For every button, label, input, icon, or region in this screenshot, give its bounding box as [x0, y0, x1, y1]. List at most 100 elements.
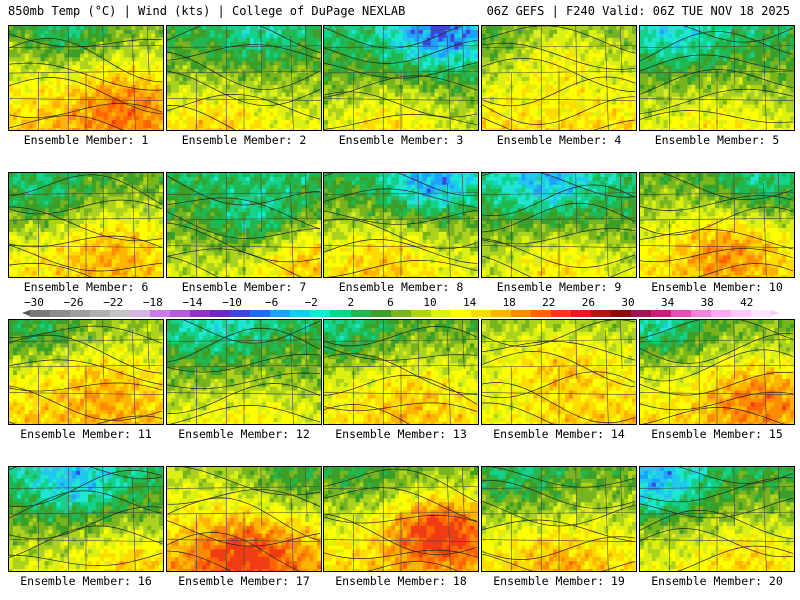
- temp-cell: [80, 41, 85, 47]
- temp-cell: [553, 61, 558, 66]
- temp-cell: [343, 49, 349, 54]
- temp-cell: [178, 49, 184, 54]
- temp-cell: [383, 69, 388, 74]
- temp-cell: [572, 69, 578, 74]
- temp-cell: [56, 84, 61, 90]
- temp-cell: [367, 61, 372, 66]
- temp-cell: [44, 41, 49, 47]
- temp-cell: [513, 124, 519, 129]
- temp-cell: [474, 49, 478, 54]
- temp-cell: [560, 92, 566, 98]
- temp-cell: [80, 128, 85, 130]
- temp-cell: [584, 41, 590, 47]
- temp-cell: [746, 49, 752, 54]
- temp-cell: [123, 77, 128, 82]
- temp-cell: [91, 108, 97, 113]
- temp-cell: [430, 100, 436, 105]
- temp-cell: [52, 80, 57, 86]
- temp-cell: [790, 88, 794, 94]
- temp-cell: [438, 73, 443, 78]
- temp-cell: [245, 112, 251, 117]
- temp-cell: [537, 104, 542, 109]
- temp-cell: [28, 29, 34, 35]
- temp-cell: [226, 26, 231, 31]
- temp-cell: [20, 65, 26, 70]
- temp-cell: [285, 26, 290, 31]
- temp-cell: [624, 80, 629, 86]
- temp-cell: [588, 88, 594, 94]
- temp-cell: [226, 104, 231, 109]
- temp-cell: [572, 108, 578, 113]
- temp-cell: [446, 49, 451, 54]
- temp-cell: [434, 88, 440, 94]
- temp-cell: [24, 92, 30, 98]
- temp-cell: [139, 84, 144, 90]
- temp-cell: [234, 96, 239, 102]
- temp-cell: [182, 49, 188, 54]
- temp-cell: [482, 88, 487, 94]
- temp-cell: [52, 108, 57, 113]
- temp-cell: [281, 45, 286, 51]
- temp-cell: [99, 80, 105, 86]
- temp-cell: [572, 33, 578, 39]
- temp-cell: [167, 80, 172, 86]
- temp-cell: [363, 45, 368, 51]
- temp-cell: [257, 92, 263, 98]
- temp-cell: [347, 80, 353, 86]
- temp-cell: [309, 112, 314, 117]
- temp-cell: [343, 69, 349, 74]
- temp-cell: [667, 41, 673, 47]
- temp-cell: [754, 33, 759, 39]
- temp-cell: [572, 73, 578, 78]
- temp-cell: [718, 73, 724, 78]
- temp-cell: [592, 26, 598, 31]
- temp-cell: [265, 112, 271, 117]
- temp-cell: [505, 124, 511, 129]
- temp-cell: [253, 128, 259, 130]
- temp-cell: [367, 29, 372, 35]
- temp-cell: [115, 37, 121, 43]
- state-boundary: [260, 26, 263, 85]
- temp-cell: [414, 120, 420, 125]
- temp-cell: [343, 124, 349, 129]
- temp-cell: [782, 45, 787, 51]
- temp-cell: [115, 29, 121, 35]
- temp-cell: [497, 69, 503, 74]
- temp-cell: [770, 77, 775, 82]
- temp-cell: [414, 104, 420, 109]
- temp-cell: [553, 77, 558, 82]
- temp-cell: [68, 26, 73, 31]
- temp-cell: [375, 73, 380, 78]
- temp-cell: [525, 53, 530, 58]
- temp-cell: [182, 57, 188, 62]
- temp-cell: [395, 80, 400, 86]
- temp-cell: [218, 26, 223, 31]
- temp-cell: [214, 96, 219, 102]
- temp-cell: [750, 77, 756, 82]
- temp-cell: [107, 77, 113, 82]
- temp-cell: [458, 80, 463, 86]
- temp-cell: [313, 49, 318, 54]
- temp-cell: [222, 41, 227, 47]
- temp-cell: [64, 124, 69, 129]
- temp-cell: [186, 88, 192, 94]
- temp-cell: [20, 69, 26, 74]
- temp-cell: [612, 61, 617, 66]
- temp-cell: [715, 45, 720, 51]
- temp-cell: [667, 61, 673, 66]
- temp-cell: [359, 124, 364, 129]
- temp-cell: [604, 112, 609, 117]
- temp-cell: [48, 92, 53, 98]
- temp-cell: [418, 92, 424, 98]
- temp-cell: [170, 120, 176, 125]
- temp-cell: [182, 69, 188, 74]
- temp-cell: [261, 41, 267, 47]
- temp-cell: [20, 80, 26, 86]
- temp-cell: [12, 65, 18, 70]
- temp-cell: [269, 69, 275, 74]
- temp-cell: [339, 73, 345, 78]
- temp-cell: [119, 124, 125, 129]
- temp-cell: [450, 77, 455, 82]
- temp-cell: [553, 108, 558, 113]
- temp-cell: [584, 124, 590, 129]
